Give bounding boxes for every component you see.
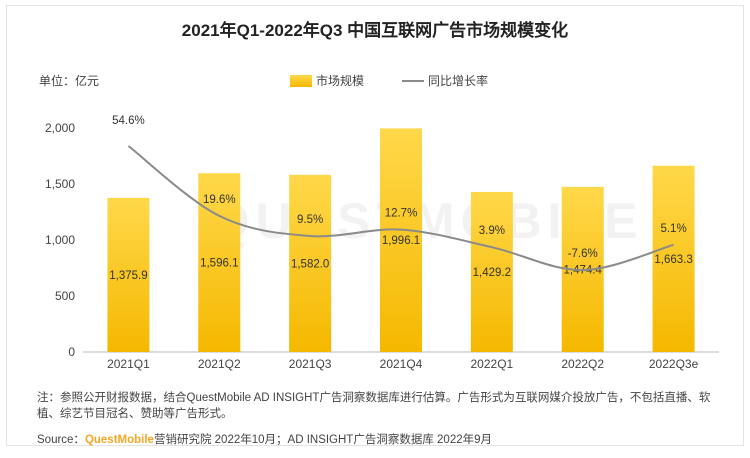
bar <box>198 173 241 352</box>
growth-rate-label: 9.5% <box>297 214 323 226</box>
legend: 市场规模 同比增长率 <box>290 72 488 89</box>
x-tick-label: 2022Q3e <box>649 357 699 371</box>
y-tick-label: 1,500 <box>45 177 75 191</box>
y-tick-label: 1,000 <box>45 233 75 247</box>
growth-rate-label: 19.6% <box>203 194 236 206</box>
unit-label: 单位：亿元 <box>39 74 100 88</box>
y-tick-label: 500 <box>55 289 75 303</box>
bar <box>652 165 695 352</box>
bar <box>470 191 513 352</box>
source-rest: 营销研究院 2022年10月；AD INSIGHT广告洞察数据库 2022年9月 <box>153 434 493 446</box>
source-line: Source：QuestMobile营销研究院 2022年10月；AD INSI… <box>37 431 492 447</box>
bar-value-label: 1,429.2 <box>473 267 511 279</box>
x-tick-label: 2021Q2 <box>198 357 241 371</box>
y-tick-label: 0 <box>68 345 75 359</box>
bar-value-label: 1,375.9 <box>109 270 147 282</box>
x-tick-label: 2021Q3 <box>289 357 332 371</box>
x-tick-label: 2022Q2 <box>561 357 604 371</box>
growth-rate-label: 3.9% <box>479 225 505 237</box>
source-prefix: Source： <box>37 434 85 446</box>
legend-line-swatch <box>402 79 425 82</box>
growth-rate-label: 54.6% <box>112 115 145 127</box>
footnote: 注：参照公开财报数据，结合QuestMobile AD INSIGHT广告洞察数… <box>37 392 711 420</box>
x-tick-label: 2022Q1 <box>471 357 514 371</box>
legend-bar-label: 市场规模 <box>316 74 365 88</box>
x-tick-label: 2021Q4 <box>380 357 423 371</box>
bar-value-label: 1,582.0 <box>291 258 329 270</box>
legend-line-label: 同比增长率 <box>428 74 489 88</box>
bar-value-label: 1,596.1 <box>200 258 238 270</box>
growth-rate-label: 12.7% <box>385 208 418 220</box>
legend-bar-swatch <box>290 74 312 87</box>
bar <box>289 174 332 352</box>
bar-value-label: 1,996.1 <box>382 235 420 247</box>
source-brand: QuestMobile <box>84 434 154 446</box>
growth-rate-label: 5.1% <box>660 223 686 235</box>
y-tick-label: 2,000 <box>45 121 75 135</box>
bar <box>380 128 422 352</box>
chart-frame: 2021年Q1-2022年Q3 中国互联网广告市场规模变化 单位：亿元 市场规模… <box>6 5 744 446</box>
bar <box>107 197 150 352</box>
bar-value-label: 1,663.3 <box>654 254 692 266</box>
growth-rate-label: -7.6% <box>568 248 598 260</box>
chart-title: 2021年Q1-2022年Q3 中国互联网广告市场规模变化 <box>181 21 569 40</box>
x-tick-label: 2021Q1 <box>107 357 150 371</box>
growth-rate-line <box>127 145 674 272</box>
